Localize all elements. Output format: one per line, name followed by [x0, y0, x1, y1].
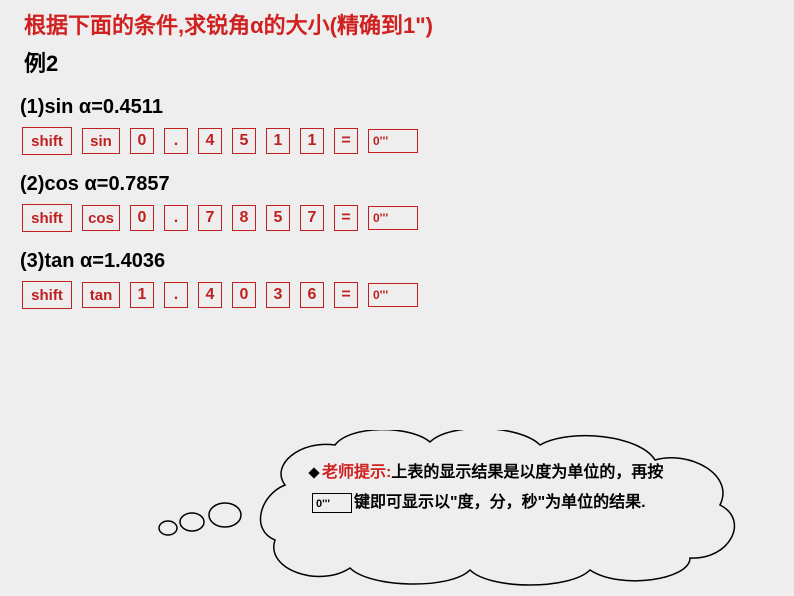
- key-dms: 0''': [368, 129, 418, 153]
- key-digit: 0: [232, 282, 256, 308]
- page-title: 根据下面的条件,求锐角α的大小(精确到1"): [0, 0, 794, 40]
- key-equals: =: [334, 128, 358, 154]
- key-digit: 1: [266, 128, 290, 154]
- key-digit: 1: [300, 128, 324, 154]
- key-digit: 3: [266, 282, 290, 308]
- key-digit: .: [164, 205, 188, 231]
- inline-dms-key: 0''': [312, 493, 352, 513]
- key-digit: 4: [198, 128, 222, 154]
- hint-cloud: 老师提示:上表的显示结果是以度为单位的，再按 0'''键即可显示以"度，分，秒"…: [150, 430, 750, 590]
- key-shift: shift: [22, 204, 72, 232]
- diamond-icon: [308, 467, 319, 478]
- problem-1-heading: (1)sin α=0.4511: [0, 78, 794, 123]
- key-digit: 7: [198, 205, 222, 231]
- key-digit: 7: [300, 205, 324, 231]
- hint-label: 老师提示:: [322, 464, 391, 481]
- key-digit: 1: [130, 282, 154, 308]
- hint-part2: 键即可显示以"度，分，秒"为单位的结果.: [354, 494, 646, 511]
- key-digit: 8: [232, 205, 256, 231]
- key-digit: 4: [198, 282, 222, 308]
- keyrow-1: shift sin 0 . 4 5 1 1 = 0''': [0, 127, 794, 155]
- key-digit: 5: [232, 128, 256, 154]
- problem-3-heading: (3)tan α=1.4036: [0, 232, 794, 277]
- problem-2-heading: (2)cos α=0.7857: [0, 155, 794, 200]
- key-shift: shift: [22, 127, 72, 155]
- key-func-tan: tan: [82, 282, 120, 308]
- keyrow-3: shift tan 1 . 4 0 3 6 = 0''': [0, 281, 794, 309]
- key-func-sin: sin: [82, 128, 120, 154]
- key-digit: 0: [130, 128, 154, 154]
- key-digit: 5: [266, 205, 290, 231]
- key-digit: 0: [130, 205, 154, 231]
- key-shift: shift: [22, 281, 72, 309]
- key-digit: .: [164, 128, 188, 154]
- example-label: 例2: [0, 40, 794, 78]
- key-equals: =: [334, 282, 358, 308]
- key-dms: 0''': [368, 206, 418, 230]
- key-digit: .: [164, 282, 188, 308]
- key-func-cos: cos: [82, 205, 120, 231]
- hint-text: 老师提示:上表的显示结果是以度为单位的，再按 0'''键即可显示以"度，分，秒"…: [310, 458, 690, 519]
- key-digit: 6: [300, 282, 324, 308]
- keyrow-2: shift cos 0 . 7 8 5 7 = 0''': [0, 204, 794, 232]
- key-dms: 0''': [368, 283, 418, 307]
- key-equals: =: [334, 205, 358, 231]
- hint-part1: 上表的显示结果是以度为单位的，再按: [391, 464, 663, 481]
